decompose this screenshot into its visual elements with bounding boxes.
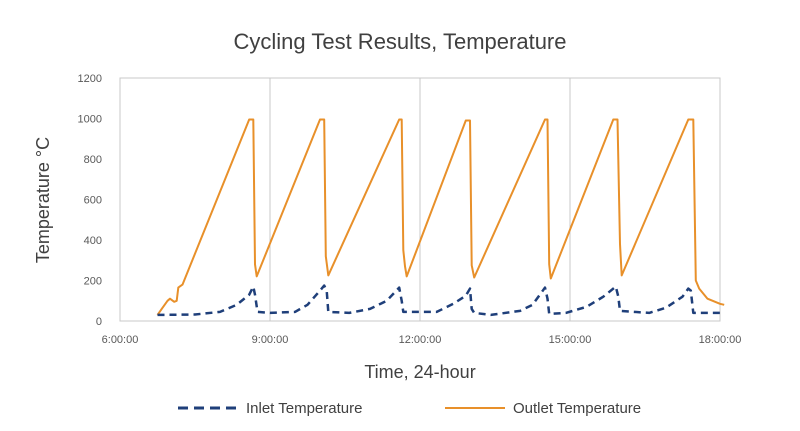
x-axis-label: Time, 24-hour (364, 362, 475, 382)
series-line-outlet-temperature (156, 118, 725, 316)
series-layer (156, 118, 725, 317)
y-tick-label: 600 (84, 195, 102, 207)
x-tick-label: 6:00:00 (102, 334, 139, 346)
x-tick-label: 15:00:00 (549, 334, 592, 346)
y-tick-label: 200 (84, 276, 102, 288)
y-axis-ticks: 0 200 400 600 800 1000 1200 (78, 73, 102, 328)
legend-outlet-label: Outlet Temperature (513, 400, 641, 417)
y-tick-label: 400 (84, 235, 102, 247)
x-tick-label: 9:00:00 (252, 334, 289, 346)
x-tick-label: 18:00:00 (699, 334, 742, 346)
y-axis-label: Temperature °C (33, 137, 53, 263)
chart-title: Cycling Test Results, Temperature (234, 29, 567, 54)
y-tick-label: 800 (84, 154, 102, 166)
grid-lines (269, 78, 571, 321)
x-tick-label: 12:00:00 (399, 334, 442, 346)
series-line-inlet-temperature (157, 284, 720, 317)
legend-inlet-label: Inlet Temperature (246, 400, 362, 417)
legend: Inlet Temperature Outlet Temperature (178, 400, 641, 417)
y-tick-label: 1200 (78, 73, 102, 85)
x-axis-ticks: 6:00:00 9:00:00 12:00:00 15:00:00 18:00:00 (102, 334, 742, 346)
y-tick-label: 0 (96, 316, 102, 328)
y-tick-label: 1000 (78, 114, 102, 126)
